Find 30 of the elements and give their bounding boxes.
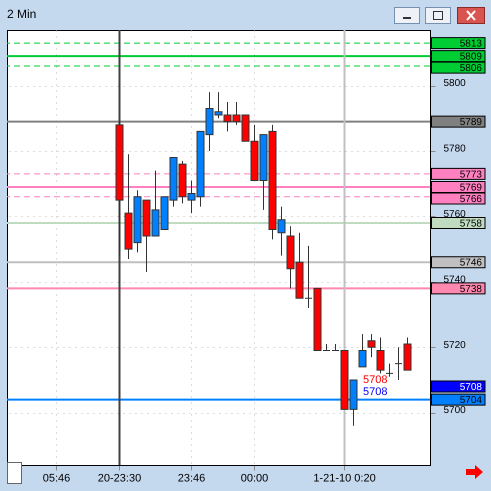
y-tick-label: 5720 [444,340,466,351]
ref-line-label: 5758 [460,218,482,230]
y-tick-label: 5760 [444,208,466,220]
ref-line-label: 5773 [460,169,482,180]
y-tick-label: 5740 [444,274,466,286]
candlestick [358,334,366,368]
ref-line-label: 5704 [460,395,482,406]
ref-line-label: 5769 [460,182,482,194]
y-tick-label: 5700 [444,405,466,416]
x-tick-label: 23:46 [178,472,206,484]
y-tick-label: 5780 [444,144,466,155]
ref-line-label: 5806 [460,63,482,74]
candlestick [386,363,394,378]
ref-line-label: 5738 [460,284,482,295]
candlestick [376,336,384,374]
x-tick-label: 00:00 [240,472,268,484]
ref-line-label: 5766 [460,194,482,205]
x-tick-label: 05:46 [42,472,70,484]
ref-line-label: 5789 [460,117,482,128]
candlestick [368,334,376,358]
annotation: 5708 [363,386,388,398]
ref-line-label: 5813 [460,38,482,50]
x-tick-label: 1-21-10 0:20 [313,472,376,484]
x-tick-label: 20-23:30 [98,472,142,484]
ref-line-label: 5809 [460,52,482,63]
chart-title: 2 Min [7,7,36,21]
ref-line-label: 5746 [460,258,482,269]
annotation: 5708 [363,374,388,386]
text: 5708 [460,382,482,393]
y-tick-label: 5800 [444,78,466,90]
